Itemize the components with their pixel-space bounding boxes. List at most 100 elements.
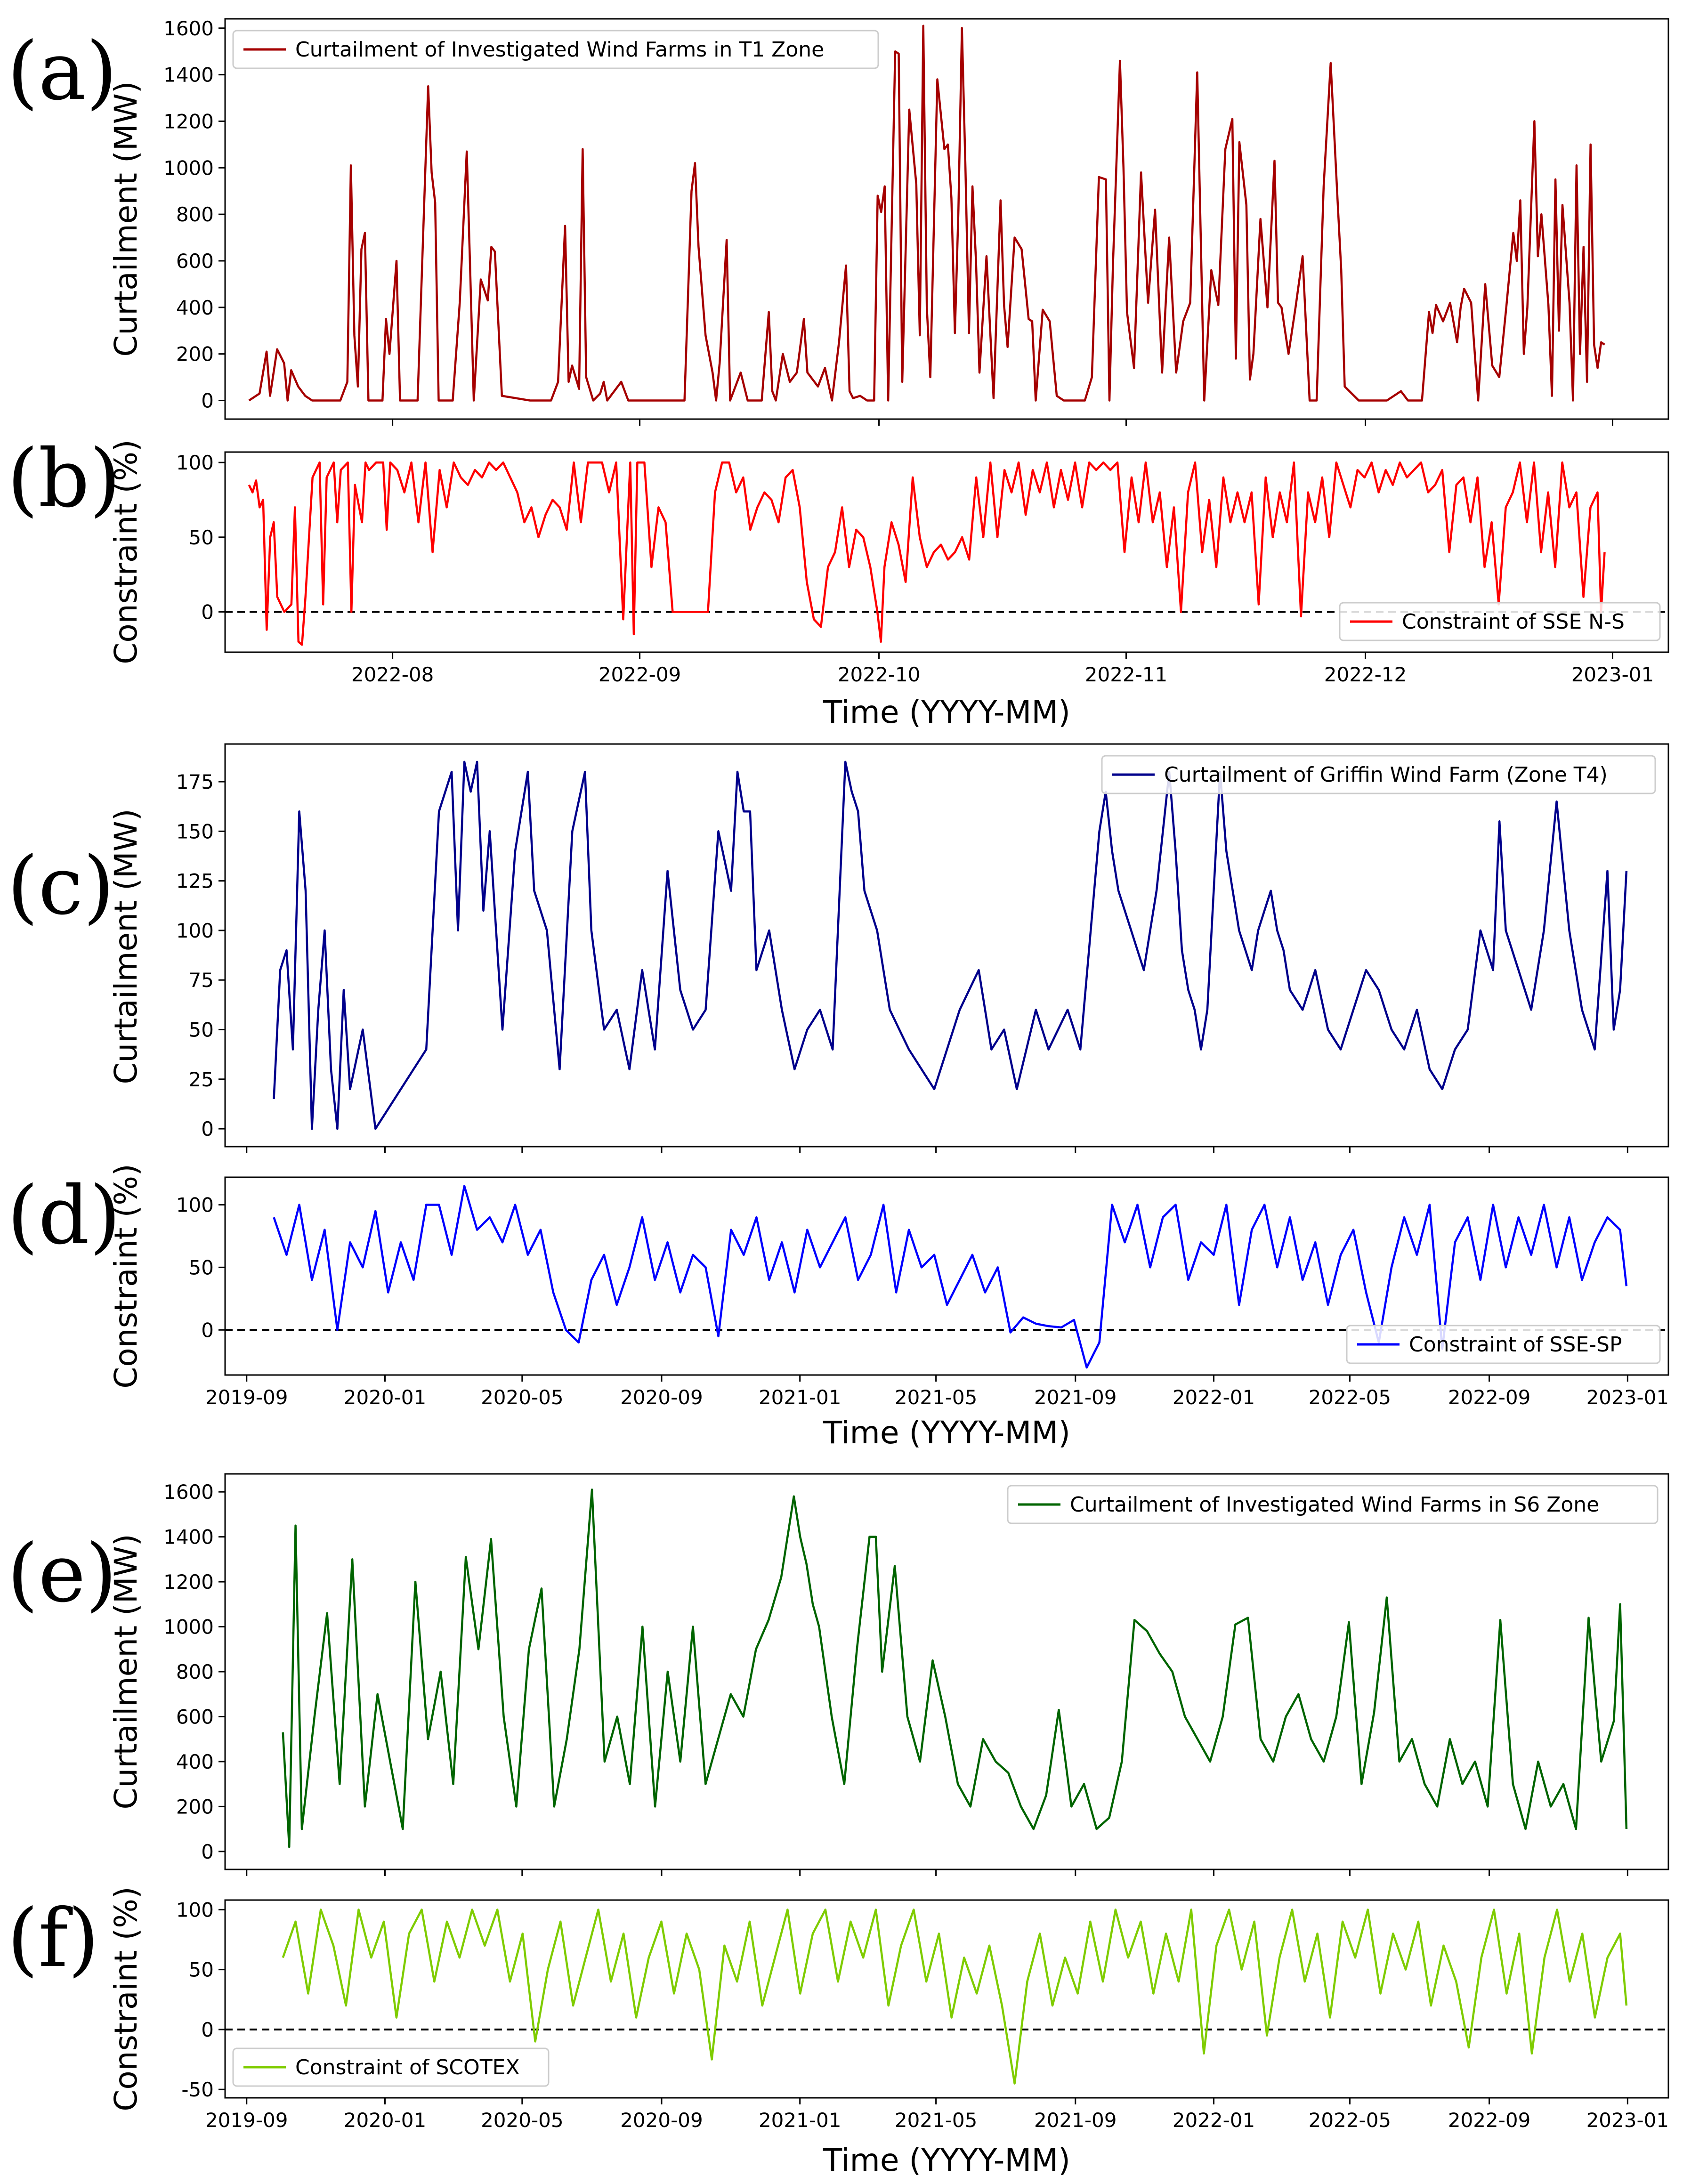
series-line — [273, 1185, 1628, 1369]
chart-panel-d: (d) 0 50 100 2019-09 2020-01 2020-05 2020-09 202… — [7, 1164, 1669, 1451]
series-line — [282, 1488, 1628, 1848]
legend-label: Constraint of SSE N-S — [1402, 610, 1625, 634]
legend-label: Curtailment of Investigated Wind Farms i… — [1070, 1493, 1599, 1517]
legend: Constraint of SSE N-S — [1339, 602, 1661, 641]
x-tick-label: 2021-09 — [1034, 2109, 1117, 2132]
y-tick-label: 150 — [176, 820, 214, 843]
legend-label: Curtailment of Griffin Wind Farm (Zone T… — [1164, 763, 1608, 787]
x-tick-label: 2020-01 — [344, 1386, 427, 1409]
legend: Constraint of SCOTEX — [232, 2047, 550, 2087]
y-tick-label: 400 — [176, 1750, 214, 1773]
x-tick-label: 2019-09 — [205, 2109, 288, 2132]
x-axis-title: Time (YYYY-MM) — [823, 1415, 1070, 1451]
axes-frame — [224, 1899, 1669, 2099]
legend-label: Constraint of SCOTEX — [295, 2055, 520, 2079]
y-axis-title: Curtailment (MW) — [108, 809, 144, 1084]
y-tick-label: 100 — [176, 1898, 214, 1921]
legend: Constraint of SSE-SP — [1346, 1325, 1661, 1364]
series-line — [248, 24, 1605, 402]
legend: Curtailment of Investigated Wind Farms i… — [232, 30, 879, 69]
legend: Curtailment of Griffin Wind Farm (Zone T… — [1101, 755, 1656, 794]
x-tick-label: 2022-05 — [1309, 2109, 1392, 2132]
y-tick-label: 0 — [201, 1840, 214, 1863]
y-tick-label: 1600 — [163, 1480, 214, 1504]
x-tick-label: 2021-01 — [759, 1386, 842, 1409]
panel-label: (d) — [7, 1169, 121, 1262]
legend-label: Curtailment of Investigated Wind Farms i… — [295, 38, 824, 62]
panel-label: (b) — [7, 432, 121, 526]
x-tick-label: 2023-01 — [1571, 663, 1654, 686]
axes-frame — [224, 743, 1669, 1148]
x-tick-label: 2023-01 — [1586, 2109, 1669, 2132]
chart-panel-f: (f) -50 0 50 100 2019-09 2020-01 2020-05 2020-09… — [7, 1886, 1669, 2178]
series-line — [248, 461, 1606, 646]
y-tick-label: 1400 — [163, 64, 214, 87]
x-tick-label: 2022-09 — [599, 663, 681, 686]
x-tick-label: 2020-05 — [481, 1386, 564, 1409]
legend: Curtailment of Investigated Wind Farms i… — [1007, 1485, 1659, 1524]
y-tick-label: 400 — [176, 296, 214, 319]
series-line — [273, 760, 1628, 1130]
x-tick-label: 2021-05 — [895, 2109, 978, 2132]
y-tick-label: 800 — [176, 203, 214, 226]
x-axis-title: Time (YYYY-MM) — [823, 694, 1070, 730]
y-tick-label: 1000 — [163, 1616, 214, 1639]
x-tick-label: 2020-09 — [620, 2109, 703, 2132]
y-tick-label: 1600 — [163, 17, 214, 40]
panel-label: (a) — [7, 25, 117, 118]
y-tick-label: 200 — [176, 1795, 214, 1818]
y-tick-label: 0 — [201, 1117, 214, 1141]
x-tick-label: 2023-01 — [1586, 1386, 1669, 1409]
x-tick-label: 2022-01 — [1173, 2109, 1255, 2132]
y-tick-label: 25 — [189, 1068, 214, 1091]
y-tick-label: 600 — [176, 250, 214, 273]
y-tick-label: 50 — [189, 1256, 214, 1279]
chart-panel-a: (a) 0 200 400 600 800 1000 1200 1400 1600 Curtailm… — [7, 17, 1669, 426]
x-tick-label: 2022-09 — [1448, 1386, 1531, 1409]
legend-box — [232, 30, 879, 69]
legend-box — [1339, 602, 1661, 641]
x-tick-label: 2021-05 — [895, 1386, 978, 1409]
legend-box — [1346, 1325, 1661, 1364]
y-tick-label: 0 — [201, 389, 214, 412]
y-tick-label: 800 — [176, 1660, 214, 1683]
legend-box — [1007, 1485, 1659, 1524]
y-tick-label: 50 — [189, 1958, 214, 1982]
x-tick-label: 2022-01 — [1173, 1386, 1255, 1409]
x-tick-label: 2021-09 — [1034, 1386, 1117, 1409]
chart-panel-c: (c) 0 25 50 75 100 125 150 175 Curtailment (MW) Cu… — [7, 743, 1669, 1153]
x-tick-label: 2020-05 — [481, 2109, 564, 2132]
y-tick-label: 100 — [176, 1193, 214, 1216]
y-tick-label: 100 — [176, 451, 214, 474]
y-tick-label: 50 — [189, 526, 214, 549]
x-tick-label: 2022-05 — [1309, 1386, 1392, 1409]
y-tick-label: 0 — [201, 1318, 214, 1342]
panel-label: (e) — [7, 1527, 117, 1620]
chart-panel-b: (b) 0 50 100 2022-08 2022-09 2022-10 2022-11 202… — [7, 432, 1669, 730]
x-tick-label: 2022-08 — [351, 663, 434, 686]
y-tick-label: 0 — [201, 600, 214, 623]
legend-label: Constraint of SSE-SP — [1409, 1333, 1622, 1357]
y-tick-label: -50 — [181, 2078, 214, 2101]
panel-label: (c) — [7, 840, 114, 933]
x-tick-label: 2022-12 — [1324, 663, 1407, 686]
axes-frame — [224, 18, 1669, 420]
y-tick-label: 200 — [176, 343, 214, 366]
y-tick-label: 1000 — [163, 156, 214, 179]
y-tick-label: 175 — [176, 770, 214, 793]
x-tick-label: 2022-09 — [1448, 2109, 1531, 2132]
y-axis-title: Constraint (%) — [108, 1164, 144, 1388]
y-tick-label: 125 — [176, 870, 214, 893]
x-tick-label: 2021-01 — [759, 2109, 842, 2132]
x-tick-label: 2019-09 — [205, 1386, 288, 1409]
x-tick-label: 2022-10 — [838, 663, 921, 686]
y-tick-label: 1200 — [163, 1570, 214, 1594]
series-line — [282, 1909, 1628, 2085]
x-axis-title: Time (YYYY-MM) — [823, 2142, 1070, 2178]
y-tick-label: 1200 — [163, 110, 214, 133]
y-tick-label: 50 — [189, 1019, 214, 1042]
axes-frame — [224, 451, 1669, 653]
axes-frame — [224, 1176, 1669, 1376]
y-tick-label: 100 — [176, 919, 214, 942]
